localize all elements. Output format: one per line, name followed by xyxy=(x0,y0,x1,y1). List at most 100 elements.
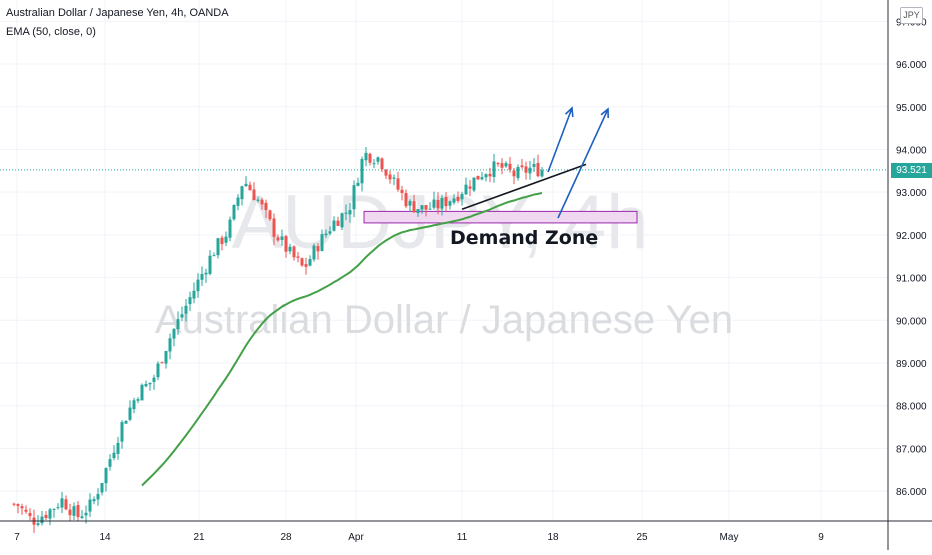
candle-body[interactable] xyxy=(360,159,364,184)
candle-body[interactable] xyxy=(92,499,96,502)
trendline[interactable] xyxy=(461,163,587,211)
candle-body[interactable] xyxy=(260,199,264,205)
candle-body[interactable] xyxy=(140,384,144,401)
candle-body[interactable] xyxy=(500,163,504,168)
candle-body[interactable] xyxy=(484,174,488,178)
candle-body[interactable] xyxy=(220,237,224,245)
candle-body[interactable] xyxy=(528,167,532,174)
candle-body[interactable] xyxy=(420,205,424,210)
projection-arrow-2[interactable] xyxy=(557,108,609,219)
candle-body[interactable] xyxy=(304,264,308,267)
candle-body[interactable] xyxy=(152,377,156,382)
candle-body[interactable] xyxy=(52,508,56,510)
candle-body[interactable] xyxy=(324,233,328,236)
candle-body[interactable] xyxy=(480,177,484,180)
candle-body[interactable] xyxy=(424,205,428,210)
candle-body[interactable] xyxy=(388,174,392,180)
candle-body[interactable] xyxy=(80,516,84,518)
candle-body[interactable] xyxy=(408,201,412,206)
candle-body[interactable] xyxy=(144,383,148,387)
candle-body[interactable] xyxy=(416,208,420,214)
candle-body[interactable] xyxy=(288,246,292,252)
candle-body[interactable] xyxy=(412,201,416,213)
candle-body[interactable] xyxy=(172,329,176,339)
candle-body[interactable] xyxy=(76,504,80,518)
candle-body[interactable] xyxy=(456,196,460,201)
candle-body[interactable] xyxy=(60,498,64,508)
candle-body[interactable] xyxy=(268,210,272,220)
candle-body[interactable] xyxy=(452,198,456,203)
candle-body[interactable] xyxy=(64,499,68,510)
candle-body[interactable] xyxy=(180,314,184,318)
candle-body[interactable] xyxy=(56,507,60,509)
candle-body[interactable] xyxy=(292,246,296,258)
candle-body[interactable] xyxy=(396,178,400,190)
candle-body[interactable] xyxy=(300,258,304,266)
candle-body[interactable] xyxy=(348,210,352,215)
candle-body[interactable] xyxy=(316,246,320,252)
candle-body[interactable] xyxy=(328,231,332,234)
candle-body[interactable] xyxy=(96,493,100,500)
candle-body[interactable] xyxy=(340,213,344,228)
candle-body[interactable] xyxy=(112,452,116,459)
candle-body[interactable] xyxy=(464,184,468,195)
candle-body[interactable] xyxy=(332,220,336,231)
candle-body[interactable] xyxy=(244,183,248,187)
candle-body[interactable] xyxy=(36,523,40,525)
candle-body[interactable] xyxy=(488,173,492,177)
candle-body[interactable] xyxy=(156,363,160,378)
candle-body[interactable] xyxy=(24,509,28,512)
candle-body[interactable] xyxy=(192,290,196,299)
candle-body[interactable] xyxy=(444,197,448,207)
candle-body[interactable] xyxy=(204,272,208,275)
candle-body[interactable] xyxy=(320,234,324,251)
candle-body[interactable] xyxy=(176,319,180,330)
candle-body[interactable] xyxy=(228,219,232,238)
candle-body[interactable] xyxy=(252,189,256,201)
candle-body[interactable] xyxy=(540,170,544,177)
candle-body[interactable] xyxy=(248,184,252,191)
candle-body[interactable] xyxy=(432,199,436,208)
candle-body[interactable] xyxy=(496,163,500,165)
candle-body[interactable] xyxy=(168,338,172,352)
candle-body[interactable] xyxy=(188,297,192,305)
candle-body[interactable] xyxy=(224,236,228,243)
candle-body[interactable] xyxy=(124,420,128,424)
candle-body[interactable] xyxy=(400,189,404,194)
candle-body[interactable] xyxy=(492,161,496,178)
candle-body[interactable] xyxy=(532,164,536,167)
candle-body[interactable] xyxy=(44,514,48,519)
candle-body[interactable] xyxy=(384,169,388,176)
candle-body[interactable] xyxy=(256,199,260,201)
candle-body[interactable] xyxy=(508,163,512,170)
candle-body[interactable] xyxy=(460,193,464,200)
candle-body[interactable] xyxy=(164,351,168,364)
candle-body[interactable] xyxy=(436,199,440,209)
candle-body[interactable] xyxy=(232,205,236,220)
ema-line[interactable] xyxy=(141,191,543,487)
candle-body[interactable] xyxy=(276,237,280,241)
candle-body[interactable] xyxy=(428,208,432,210)
candle-body[interactable] xyxy=(88,499,92,512)
candle-body[interactable] xyxy=(100,483,104,493)
candle-body[interactable] xyxy=(120,422,124,442)
candle-body[interactable] xyxy=(16,504,20,506)
candle-body[interactable] xyxy=(212,255,216,257)
candle-body[interactable] xyxy=(380,158,384,170)
candle-body[interactable] xyxy=(272,218,276,237)
candle-body[interactable] xyxy=(208,255,212,274)
candle-body[interactable] xyxy=(404,193,408,207)
candle-body[interactable] xyxy=(68,509,72,516)
candle-body[interactable] xyxy=(148,382,152,385)
candle-body[interactable] xyxy=(196,279,200,292)
candle-body[interactable] xyxy=(48,509,52,519)
candle-body[interactable] xyxy=(368,153,372,163)
candle-body[interactable] xyxy=(240,186,244,200)
candle-body[interactable] xyxy=(392,177,396,179)
candle-body[interactable] xyxy=(280,236,284,240)
candle-body[interactable] xyxy=(504,163,508,167)
candle-body[interactable] xyxy=(160,362,164,364)
candle-body[interactable] xyxy=(372,163,376,165)
